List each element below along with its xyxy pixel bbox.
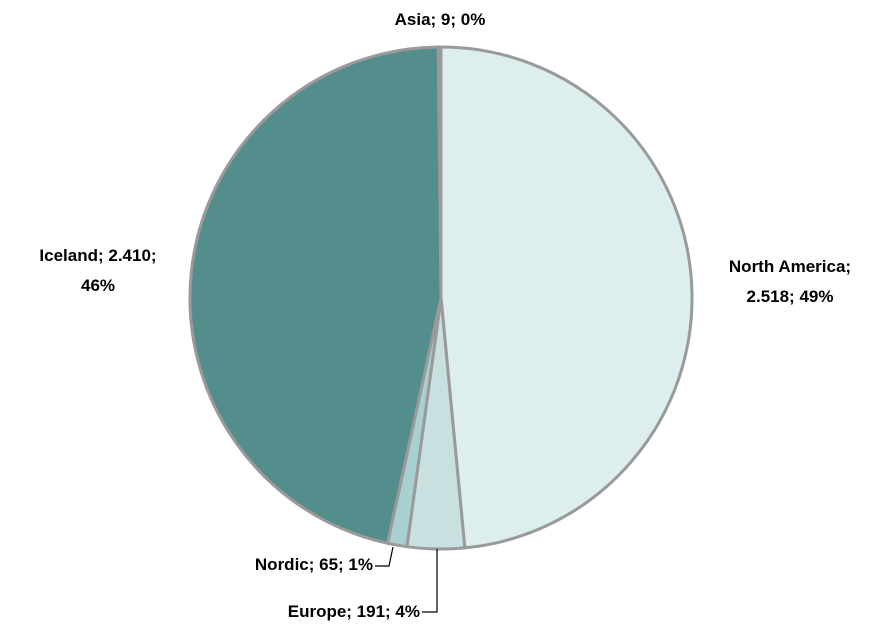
pie-slices [188, 45, 694, 551]
leader-line-nordic [375, 546, 394, 567]
pie-slice-asia [436, 45, 443, 300]
leader-lines [375, 546, 438, 613]
slice-label-nordic: Nordic; 65; 1% [255, 555, 373, 574]
pie-slice-north-america [439, 45, 694, 550]
slice-label-iceland: Iceland; 2.410; 46% [39, 246, 156, 295]
slice-label-asia: Asia; 9; 0% [395, 10, 486, 29]
leader-line-europe [422, 549, 438, 613]
pie-slice-iceland [188, 45, 443, 545]
slice-label-north-america: North America; 2.518; 49% [729, 257, 851, 306]
slice-label-europe: Europe; 191; 4% [288, 602, 420, 621]
